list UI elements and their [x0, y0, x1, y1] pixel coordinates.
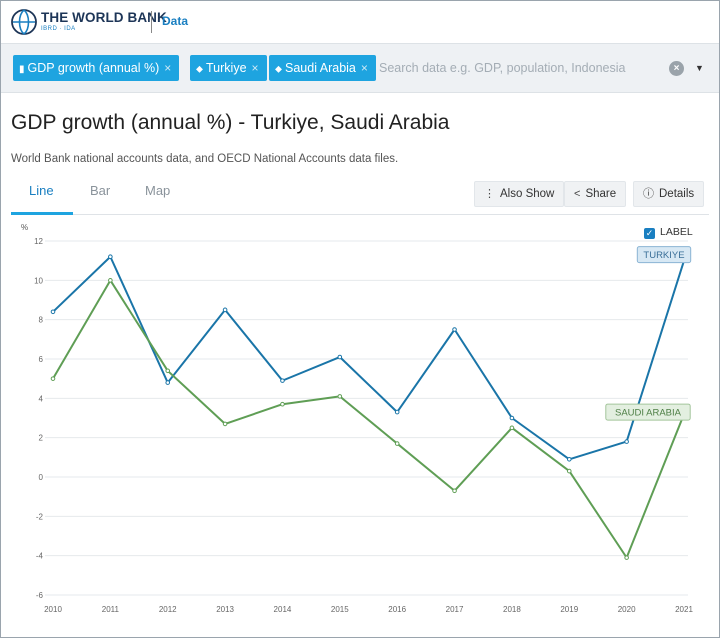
chip-close-icon[interactable]: × — [360, 61, 368, 75]
data-point — [566, 457, 572, 462]
data-point — [50, 309, 56, 315]
tab-bar[interactable]: Bar — [90, 183, 111, 198]
y-tick-label: -4 — [36, 552, 44, 561]
data-point — [394, 441, 400, 446]
chip-indicator[interactable]: ▮ GDP growth (annual %) × — [13, 55, 180, 81]
bar-chart-icon: ▮ — [19, 64, 25, 75]
checkbox-checked-icon[interactable]: ✓ — [644, 228, 655, 239]
y-tick-label: 0 — [39, 473, 44, 482]
y-tick-label: 2 — [39, 434, 44, 443]
x-tick-label: 2012 — [159, 605, 177, 614]
series-line-turkiye — [52, 255, 685, 461]
details-button[interactable]: ⓘ Details — [633, 181, 705, 207]
x-tick-label: 2010 — [44, 605, 62, 614]
info-icon: ⓘ — [643, 188, 654, 200]
page-subtitle: World Bank national accounts data, and O… — [11, 153, 399, 165]
share-label: Share — [585, 188, 617, 200]
y-tick-label: 4 — [39, 394, 44, 403]
active-tab-indicator — [11, 212, 73, 215]
y-tick-label: 8 — [39, 316, 44, 325]
data-point — [337, 354, 343, 360]
series-label-saudi-arabia: SAUDI ARABIA — [615, 408, 682, 419]
map-pin-icon: ⬥ — [196, 64, 203, 75]
x-tick-label: 2019 — [560, 605, 578, 614]
y-tick-label: -2 — [36, 512, 44, 521]
header-divider — [151, 11, 152, 33]
data-point — [566, 468, 572, 474]
data-point — [50, 376, 56, 381]
series-label-box — [636, 246, 692, 264]
chip-close-icon[interactable]: × — [251, 61, 259, 75]
y-tick-label: 6 — [39, 355, 44, 364]
map-pin-icon: ⬥ — [275, 64, 282, 75]
data-point — [108, 278, 113, 283]
data-point — [624, 439, 629, 444]
data-point — [280, 378, 285, 383]
brand-subtitle: IBRD · IDA — [41, 26, 76, 32]
x-tick-label: 2011 — [102, 605, 120, 614]
x-tick-label: 2017 — [446, 605, 464, 614]
more-vertical-icon: ⋮ — [484, 188, 495, 200]
data-point — [509, 415, 515, 421]
label-toggle[interactable]: ✓ LABEL — [644, 226, 693, 239]
chip-close-icon[interactable]: × — [164, 61, 172, 75]
data-point — [452, 327, 457, 332]
chip-country-saudi-arabia[interactable]: ⬥ Saudi Arabia × — [269, 55, 376, 81]
also-show-label: Also Show — [500, 188, 555, 200]
data-point — [452, 488, 457, 494]
x-tick-label: 2015 — [331, 605, 349, 614]
chevron-down-icon[interactable]: ▼ — [695, 63, 704, 73]
clear-search-icon[interactable]: × — [669, 61, 684, 76]
data-point — [394, 409, 400, 415]
data-point — [280, 401, 285, 407]
y-axis-unit-label: % — [21, 223, 28, 232]
data-point — [337, 394, 343, 399]
x-tick-label: 2013 — [216, 605, 234, 614]
page-title: GDP growth (annual %) - Turkiye, Saudi A… — [11, 111, 450, 134]
data-point — [222, 307, 228, 313]
share-button[interactable]: < Share — [564, 181, 627, 207]
y-tick-label: -6 — [36, 591, 44, 600]
series-line-saudi-arabia — [52, 279, 685, 559]
details-label: Details — [659, 188, 695, 200]
world-bank-logo-icon[interactable] — [11, 9, 37, 35]
header: THE WORLD BANK IBRD · IDA Data — [1, 1, 719, 43]
share-icon: < — [574, 188, 581, 200]
brand-name[interactable]: THE WORLD BANK — [41, 10, 167, 25]
series-label-box — [605, 403, 691, 421]
chip-label: Turkiye — [206, 61, 247, 75]
label-toggle-text: LABEL — [660, 226, 693, 238]
also-show-button[interactable]: ⋮ Also Show — [474, 181, 565, 207]
chip-country-turkiye[interactable]: ⬥ Turkiye × — [190, 55, 267, 81]
series-label-turkiye: TURKIYE — [643, 250, 684, 261]
chip-label: Saudi Arabia — [285, 61, 356, 75]
tab-map[interactable]: Map — [145, 183, 171, 198]
data-point — [108, 254, 113, 260]
search-input[interactable] — [379, 57, 649, 79]
x-tick-label: 2016 — [388, 605, 406, 614]
x-tick-label: 2014 — [274, 605, 292, 614]
x-tick-label: 2020 — [618, 605, 636, 614]
data-point — [624, 555, 629, 560]
tab-line[interactable]: Line — [29, 183, 54, 198]
y-tick-label: 12 — [34, 237, 43, 246]
data-section-link[interactable]: Data — [162, 14, 189, 28]
data-point — [165, 380, 171, 385]
data-point — [222, 421, 228, 427]
chart-tabs: Line Bar Map ⋮ Also Show < Share ⓘ Details — [11, 173, 709, 215]
data-point — [509, 425, 515, 431]
search-bar: ▮ GDP growth (annual %) × ⬥ Turkiye × ⬥ Saudi… — [1, 43, 719, 93]
data-point — [165, 368, 171, 374]
x-tick-label: 2018 — [503, 605, 521, 614]
chip-label: GDP growth (annual %) — [27, 61, 160, 75]
x-tick-label: 2021 — [675, 605, 693, 614]
y-tick-label: 10 — [34, 276, 43, 285]
